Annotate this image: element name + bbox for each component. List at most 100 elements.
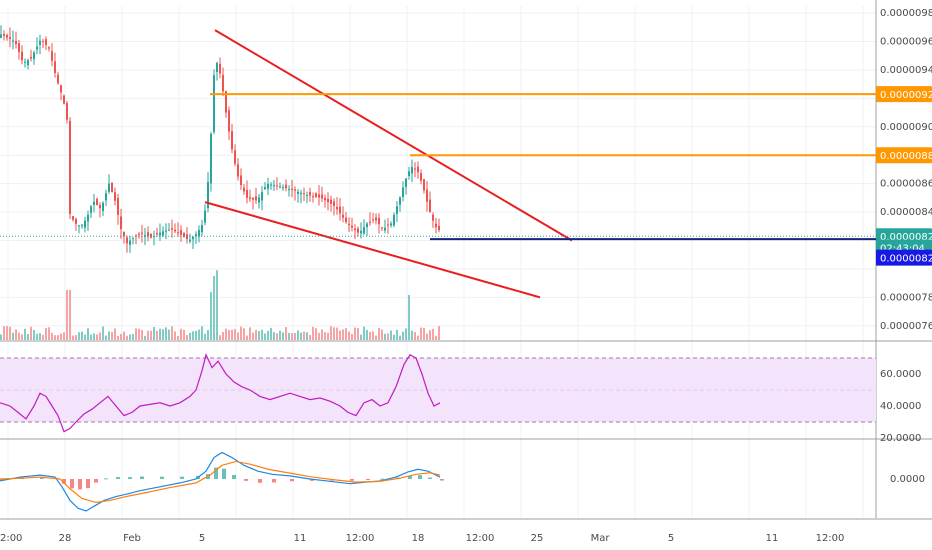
- candle-body: [132, 237, 134, 239]
- candle-body: [300, 192, 302, 195]
- volume-bar: [351, 334, 353, 340]
- volume-bar: [348, 331, 350, 340]
- candle-body: [147, 232, 149, 237]
- volume-bar: [69, 290, 71, 340]
- candle-body: [168, 229, 170, 231]
- candle-body: [396, 206, 398, 214]
- candle-body: [105, 193, 107, 201]
- candle-body: [0, 34, 2, 38]
- volume-bar: [177, 335, 179, 340]
- candle-body: [180, 229, 182, 235]
- candle-body: [21, 51, 23, 61]
- candle-body: [327, 198, 329, 203]
- volume-bar: [210, 291, 212, 340]
- candle-body: [81, 224, 83, 226]
- volume-bar: [375, 335, 377, 340]
- candle-body: [282, 187, 284, 189]
- macd-histogram-bar: [128, 477, 132, 479]
- volume-bar: [102, 326, 104, 340]
- candle-body: [36, 46, 38, 50]
- volume-bar: [243, 328, 245, 340]
- volume-bar: [336, 327, 338, 340]
- macd-histogram-bar: [408, 475, 412, 479]
- volume-bar: [75, 335, 77, 340]
- candle-body: [57, 74, 59, 84]
- time-axis-tick-label: 12:00: [346, 533, 375, 544]
- volume-bar: [111, 331, 113, 340]
- volume-bar: [429, 330, 431, 340]
- candle-body: [120, 216, 122, 230]
- volume-bar: [51, 332, 53, 340]
- candle-body: [3, 34, 5, 36]
- candle-body: [240, 175, 242, 186]
- volume-bar: [60, 333, 62, 340]
- candle-body: [63, 95, 65, 104]
- volume-bar: [339, 330, 341, 340]
- volume-bar: [159, 328, 161, 340]
- volume-bar: [357, 328, 359, 340]
- candle-body: [189, 239, 191, 242]
- volume-bar: [213, 276, 215, 340]
- candle-body: [66, 103, 68, 120]
- candle-body: [222, 74, 224, 92]
- candle-body: [417, 166, 419, 173]
- volume-bar: [369, 331, 371, 340]
- candle-body: [126, 237, 128, 244]
- volume-bar: [33, 330, 35, 340]
- volume-bar: [342, 329, 344, 340]
- candle-body: [357, 228, 359, 233]
- candle-body: [270, 184, 272, 186]
- volume-bar: [219, 335, 221, 340]
- volume-bar: [186, 335, 188, 340]
- time-axis-tick-label: Feb: [123, 533, 141, 544]
- candle-body: [375, 217, 377, 221]
- candle-body: [333, 201, 335, 206]
- candle-body: [354, 228, 356, 231]
- macd-signal-line: [0, 460, 441, 504]
- price-badge-label: 0.00000823: [880, 232, 932, 243]
- volume-bar: [399, 335, 401, 340]
- volume-bar: [333, 327, 335, 340]
- volume-bar: [312, 326, 314, 340]
- volume-bar: [54, 335, 56, 340]
- candle-body: [117, 197, 119, 215]
- candle-body: [138, 233, 140, 235]
- volume-bar: [183, 329, 185, 340]
- candle-body: [294, 189, 296, 191]
- candle-body: [141, 232, 143, 234]
- volume-bar: [120, 333, 122, 340]
- candle-body: [321, 194, 323, 199]
- candle-body: [18, 43, 20, 53]
- candle-body: [381, 227, 383, 229]
- candle-body: [345, 217, 347, 223]
- volume-bar: [240, 326, 242, 340]
- candle-body: [30, 56, 32, 59]
- candle-body: [339, 206, 341, 214]
- candle-body: [372, 219, 374, 221]
- volume-bar: [198, 329, 200, 340]
- volume-bar: [48, 327, 50, 340]
- candle-body: [201, 225, 203, 233]
- candle-body: [9, 37, 11, 39]
- candle-body: [108, 183, 110, 192]
- candle-body: [306, 195, 308, 197]
- trendline[interactable]: [214, 29, 573, 242]
- time-axis-tick-label: Mar: [591, 533, 611, 544]
- volume-bar: [3, 326, 5, 340]
- volume-bar: [417, 335, 419, 340]
- time-axis-tick-label: 28: [59, 533, 72, 544]
- candle-body: [39, 40, 41, 45]
- volume-bar: [30, 326, 32, 340]
- time-axis-tick-label: 12:00: [816, 533, 845, 544]
- candle-body: [27, 60, 29, 66]
- volume-bar: [153, 326, 155, 340]
- trendline[interactable]: [204, 201, 541, 299]
- volume-bar: [12, 332, 14, 340]
- candle-body: [213, 75, 215, 132]
- candle-body: [351, 225, 353, 228]
- candle-body: [210, 133, 212, 184]
